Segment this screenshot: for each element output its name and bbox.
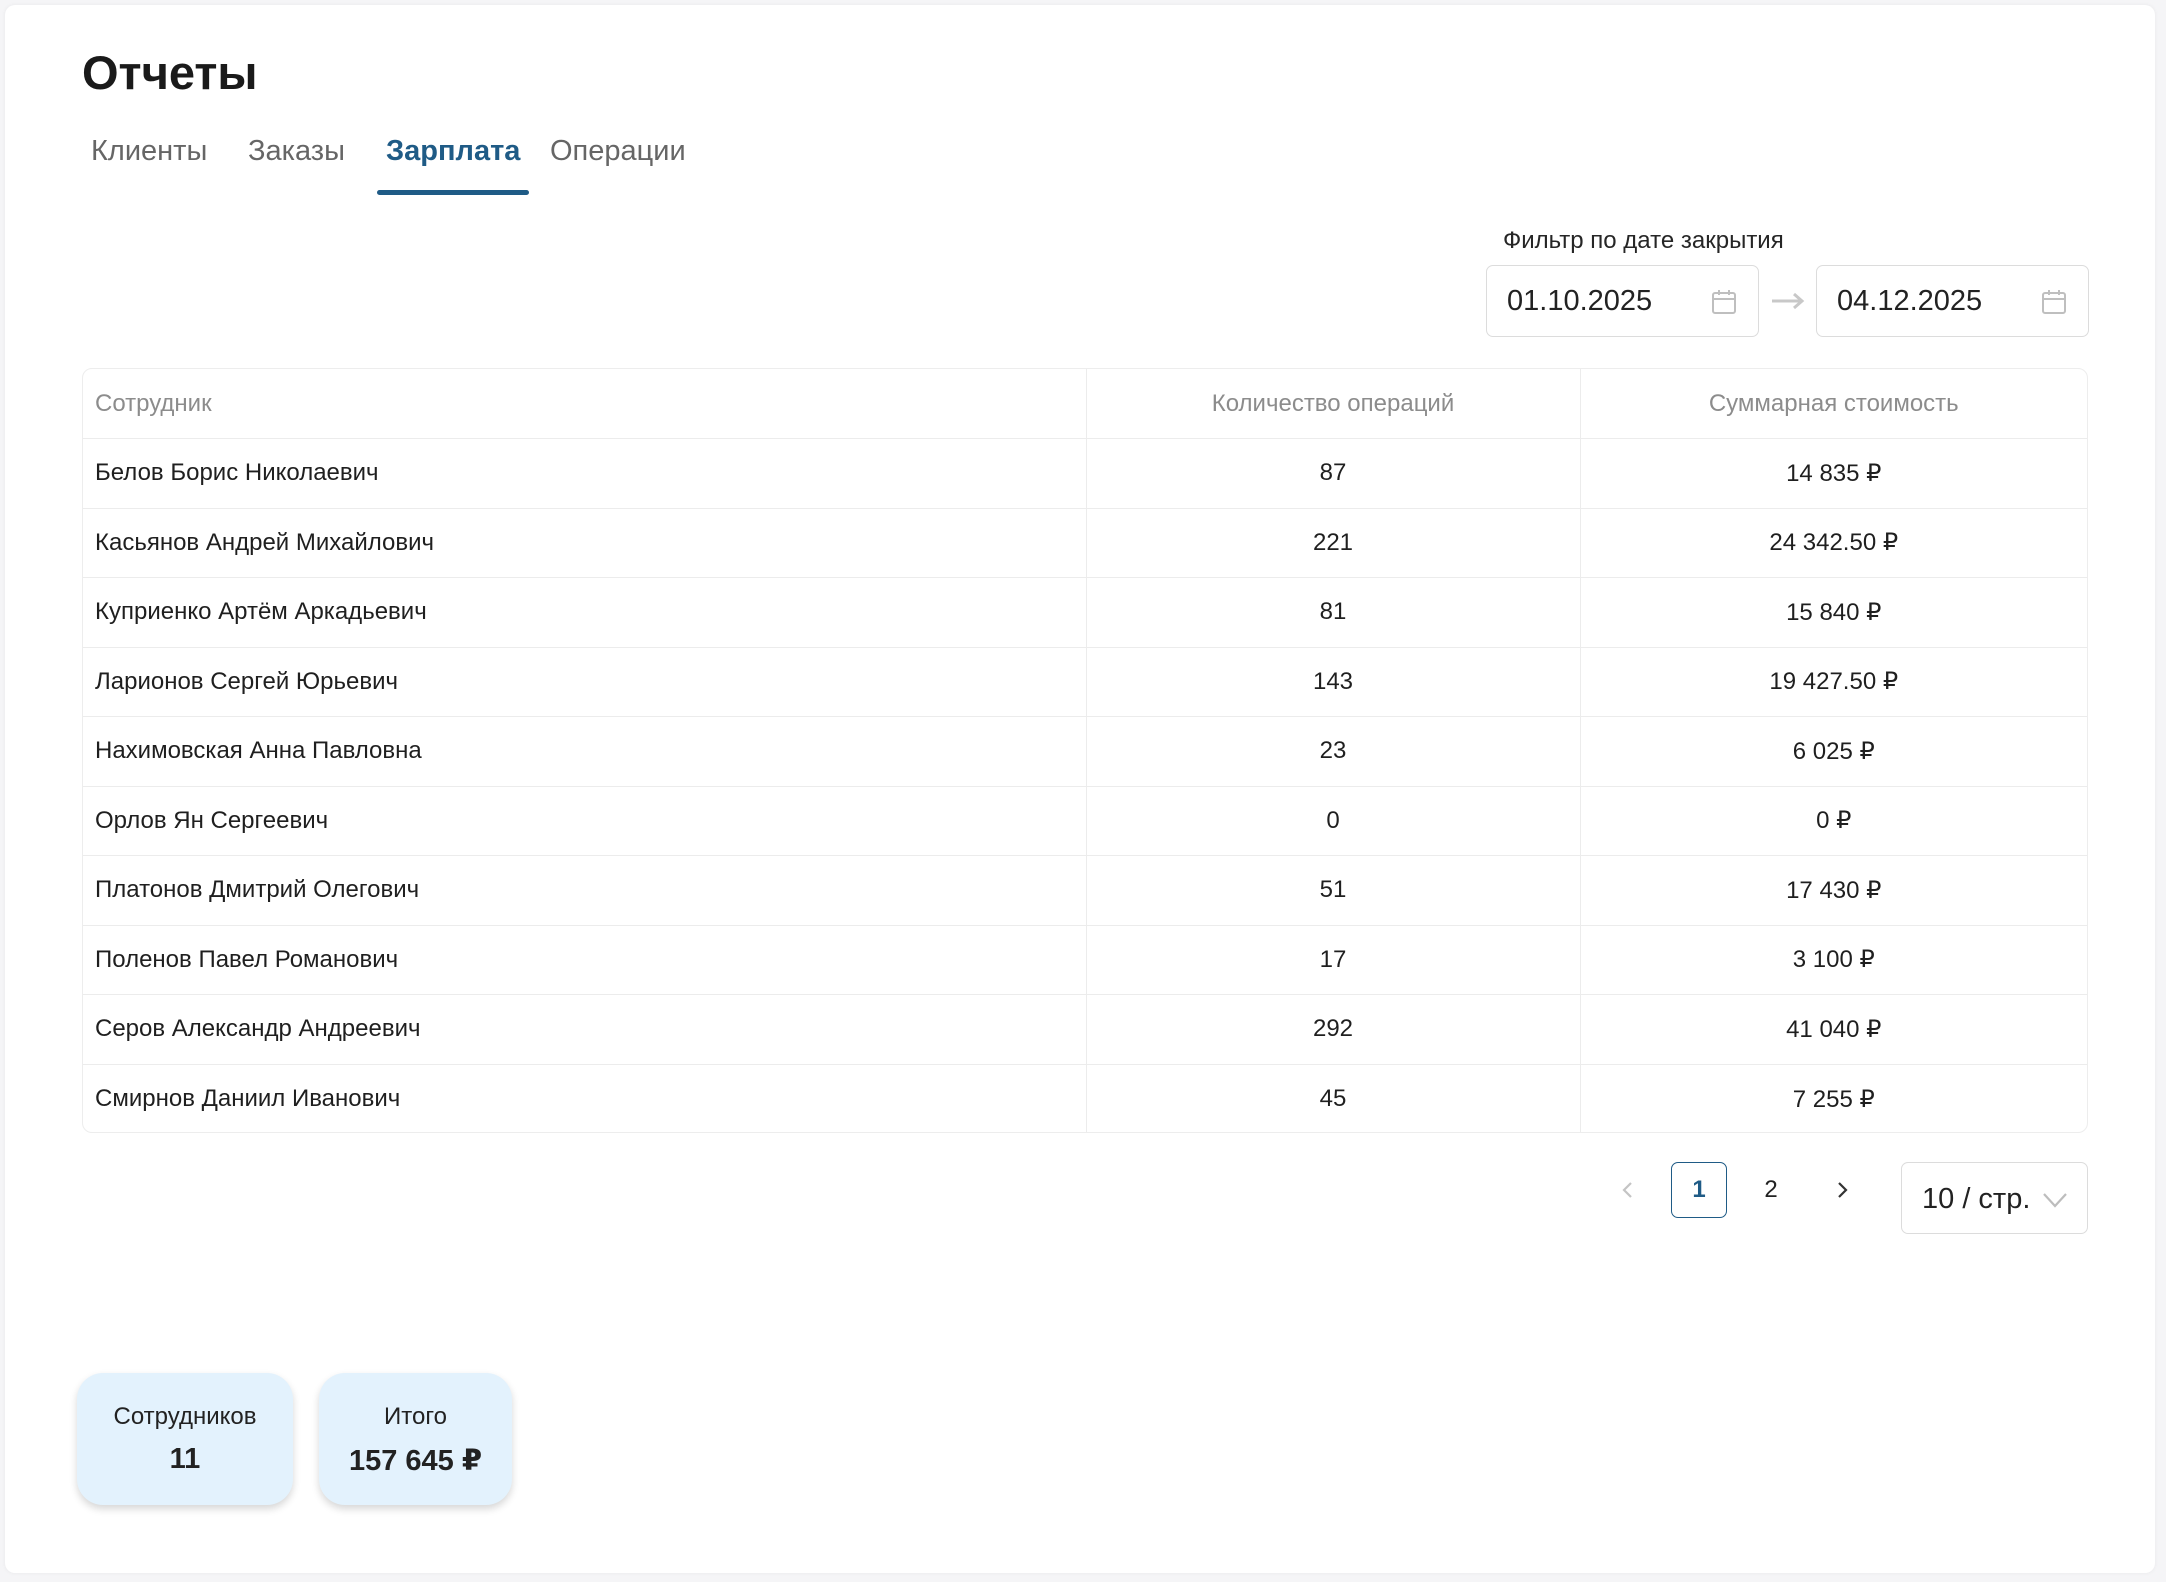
chevron-right-icon	[1838, 1182, 1848, 1198]
page-size-select[interactable]: 10 / стр.	[1901, 1162, 2088, 1234]
cell-sum: 3 100 ₽	[1580, 925, 2087, 995]
cell-employee: Нахимовская Анна Павловна	[83, 716, 1087, 787]
cell-count: 17	[1086, 925, 1581, 995]
page-title: Отчеты	[82, 46, 258, 99]
cell-sum: 0 ₽	[1580, 786, 2087, 856]
table-row[interactable]: Нахимовская Анна Павловна 23 6 025 ₽	[83, 716, 2087, 787]
cell-sum: 7 255 ₽	[1792, 1085, 1875, 1113]
calendar-icon[interactable]	[2040, 288, 2068, 316]
cell-count: 87	[1086, 438, 1581, 509]
table-row[interactable]: Платонов Дмитрий Олегович 51 17 430 ₽	[83, 855, 2087, 926]
table-row[interactable]: Орлов Ян Сергеевич 0 0 ₽	[83, 786, 2087, 856]
cell-employee: Поленов Павел Романович	[83, 925, 1087, 995]
total-stat-value: 157 645 ₽	[348, 1445, 483, 1477]
reports-card: Отчеты Клиенты Заказы Зарплата Операции …	[5, 5, 2155, 1573]
cell-employee: Ларионов Сергей Юрьевич	[83, 647, 1087, 717]
arrow-right-icon	[1772, 292, 1805, 310]
cell-sum: 14 835 ₽	[1580, 438, 2087, 509]
date-from-field[interactable]	[1486, 265, 1759, 337]
cell-sum: 41 040 ₽	[1580, 994, 2087, 1065]
tab-salary[interactable]: Зарплата	[386, 135, 521, 167]
tab-operations[interactable]: Операции	[550, 135, 686, 167]
date-filter-label: Фильтр по дате закрытия	[1503, 227, 1784, 254]
tab-orders[interactable]: Заказы	[248, 135, 345, 167]
cell-count: 0	[1086, 786, 1581, 856]
cell-count: 143	[1086, 647, 1581, 717]
active-tab-indicator	[377, 190, 529, 195]
pagination-page-1[interactable]: 1	[1671, 1162, 1727, 1218]
cell-sum: 6 025 ₽	[1580, 716, 2087, 787]
table-row[interactable]: Куприенко Артём Аркадьевич 81 15 840 ₽	[83, 577, 2087, 648]
cell-count: 45	[1086, 1064, 1581, 1132]
table-row[interactable]: Ларионов Сергей Юрьевич 143 19 427.50 ₽	[83, 647, 2087, 717]
cell-count: 221	[1086, 508, 1581, 578]
employees-stat-value: 11	[169, 1443, 201, 1475]
cell-sum: 19 427.50 ₽	[1580, 647, 2087, 717]
cell-sum: 15 840 ₽	[1580, 577, 2087, 648]
total-stat-label: Итого	[384, 1403, 447, 1430]
date-to-field[interactable]	[1816, 265, 2089, 337]
column-header-operations-count[interactable]: Количество операций	[1086, 369, 1581, 439]
chevron-down-icon	[2043, 1193, 2067, 1208]
table-row[interactable]: Смирнов Даниил Иванович 45 7 255 ₽	[83, 1064, 2087, 1132]
chevron-left-icon	[1622, 1182, 1632, 1198]
total-stat-card: Итого 157 645 ₽	[319, 1373, 512, 1505]
cell-employee: Касьянов Андрей Михайлович	[83, 508, 1087, 578]
employees-stat-label: Сотрудников	[113, 1403, 257, 1430]
cell-count: 51	[1086, 855, 1581, 926]
cell-employee: Платонов Дмитрий Олегович	[83, 855, 1087, 926]
cell-sum: 24 342.50 ₽	[1580, 508, 2087, 578]
cell-employee: Смирнов Даниил Иванович	[83, 1064, 1087, 1132]
date-from-input[interactable]	[1507, 284, 1697, 318]
salary-table: Сотрудник Количество операций Суммарная …	[82, 368, 2088, 1133]
cell-count: 292	[1086, 994, 1581, 1065]
pagination-next-button[interactable]	[1814, 1162, 1870, 1218]
cell-employee: Куприенко Артём Аркадьевич	[83, 577, 1087, 648]
cell-employee: Белов Борис Николаевич	[83, 438, 1087, 509]
calendar-icon[interactable]	[1710, 288, 1738, 316]
pagination-page-2[interactable]: 2	[1764, 1176, 1778, 1203]
cell-count: 81	[1086, 577, 1581, 648]
cell-sum: 17 430 ₽	[1580, 855, 2087, 926]
table-row[interactable]: Серов Александр Андреевич 292 41 040 ₽	[83, 994, 2087, 1065]
cell-employee: Серов Александр Андреевич	[83, 994, 1087, 1065]
tab-clients[interactable]: Клиенты	[91, 135, 208, 167]
table-row[interactable]: Белов Борис Николаевич 87 14 835 ₽	[83, 438, 2087, 509]
cell-employee: Орлов Ян Сергеевич	[83, 786, 1087, 856]
table-header-row: Сотрудник Количество операций Суммарная …	[83, 369, 2087, 439]
pagination-prev-button[interactable]	[1600, 1162, 1656, 1218]
cell-count: 23	[1086, 716, 1581, 787]
employees-stat-card: Сотрудников 11	[77, 1373, 293, 1505]
table-row[interactable]: Касьянов Андрей Михайлович 221 24 342.50…	[83, 508, 2087, 578]
page-size-value: 10 / стр.	[1922, 1183, 2031, 1215]
table-row[interactable]: Поленов Павел Романович 17 3 100 ₽	[83, 925, 2087, 995]
column-header-employee[interactable]: Сотрудник	[83, 369, 1087, 439]
date-to-input[interactable]	[1837, 284, 2027, 318]
column-header-total-cost[interactable]: Суммарная стоимость	[1580, 369, 2087, 439]
